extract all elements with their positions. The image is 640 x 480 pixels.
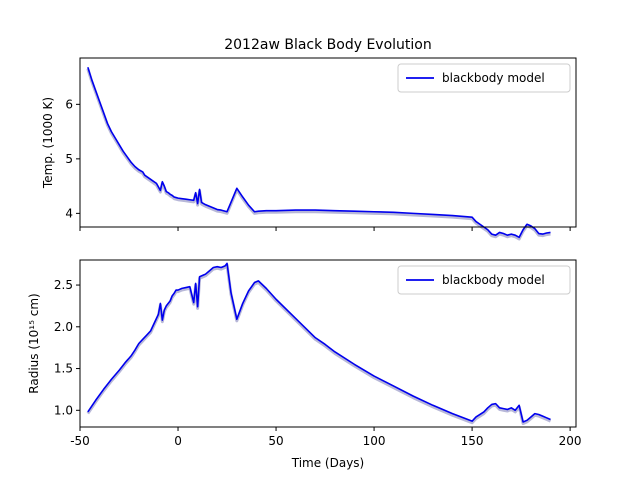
series-band-temperature: [86, 68, 551, 241]
x-tick-label: 200: [559, 434, 582, 448]
x-tick-label: 100: [363, 434, 386, 448]
x-tick-label: 150: [461, 434, 484, 448]
x-tick-label: 50: [268, 434, 283, 448]
temperature-subplot: 4 5 6 Temp. (1000 K) blackbody model: [41, 57, 577, 241]
y-tick-label-radius: 1.0: [54, 403, 73, 417]
chart-title: 2012aw Black Body Evolution: [224, 37, 432, 53]
axes-frame-radius: [79, 259, 577, 428]
axes-frame-temperature: [79, 57, 577, 228]
y-tick-label-temperature: 6: [65, 97, 73, 111]
y-tick-label-radius: 2.5: [54, 278, 73, 292]
legend-box: [397, 63, 571, 93]
legend-temperature: blackbody model: [397, 63, 571, 93]
series-line-temperature: [87, 67, 551, 239]
y-tick-label-temperature: 5: [65, 152, 73, 166]
x-axis-label: Time (Days): [291, 456, 365, 470]
legend-radius: blackbody model: [397, 265, 571, 295]
y-tick-label-radius: 2.0: [54, 320, 73, 334]
y-tick-label-radius: 1.5: [54, 362, 73, 376]
y-axis-label-temperature: Temp. (1000 K): [41, 97, 55, 189]
x-tick-label: 0: [174, 434, 182, 448]
legend-label: blackbody model: [442, 273, 545, 287]
y-axis-label-radius: Radius (10¹⁵ cm): [27, 293, 41, 393]
radius-subplot: 1.0 1.5 2.0 2.5 -50 0 50 100 150 200 Radius (10¹⁵ …: [27, 259, 582, 448]
legend-label: blackbody model: [442, 71, 545, 85]
x-tick-label: -50: [70, 434, 90, 448]
legend-box: [397, 265, 571, 295]
series-line-radius: [87, 262, 551, 423]
y-tick-label-temperature: 4: [65, 206, 73, 220]
